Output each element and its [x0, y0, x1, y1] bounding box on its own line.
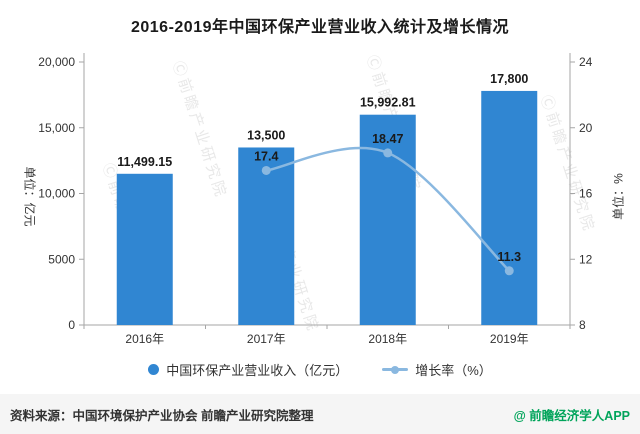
legend-label-growth: 增长率（%） — [415, 363, 492, 378]
growth-value-label: 18.47 — [372, 132, 403, 146]
growth-point-2018年 — [383, 148, 393, 158]
legend-label-revenue: 中国环保产业营业收入（亿元） — [166, 363, 349, 378]
growth-value-label: 17.4 — [254, 149, 278, 163]
right-axis-tick-label: 12 — [579, 252, 593, 266]
source-text: 资料来源：中国环境保护产业协会 前瞻产业研究院整理 — [10, 408, 314, 423]
right-axis-tick-label: 16 — [579, 187, 593, 201]
left-axis-tick-label: 10,000 — [38, 187, 75, 201]
left-axis-tick-label: 20,000 — [38, 55, 75, 69]
right-axis-tick-label: 20 — [579, 121, 593, 135]
bar-value-label: 15,992.81 — [360, 96, 416, 110]
growth-point-2019年 — [504, 266, 514, 276]
bar-2019年 — [481, 90, 538, 326]
growth-value-label: 11.3 — [497, 250, 521, 264]
bar-2017年 — [238, 147, 295, 325]
right-axis-tick-label: 24 — [579, 55, 593, 69]
bar-value-label: 13,500 — [247, 128, 285, 142]
legend-marker-circle-icon — [148, 364, 160, 375]
chart-title: 2016-2019年中国环保产业营业收入统计及增长情况 — [130, 19, 510, 36]
legend-marker-line-dot-icon — [382, 365, 409, 374]
chart-plot-area: 0 5000 10,000 15,000 20,000 8 12 16 20 24 2016年 201… — [38, 53, 593, 346]
right-axis-tick-label: 8 — [579, 318, 586, 332]
bar-2018年 — [359, 114, 416, 325]
x-axis-tick-label: 2018年 — [368, 332, 407, 346]
bar-2016年 — [116, 173, 173, 325]
x-axis-tick-label: 2017年 — [247, 332, 286, 346]
legend-item-growth: 增长率（%） — [382, 360, 492, 379]
x-axis-tick-label: 2016年 — [125, 332, 164, 346]
footer: 资料来源：中国环境保护产业协会 前瞻产业研究院整理 @ 前瞻经济学人APP — [0, 394, 640, 434]
bar-value-label: 17,800 — [490, 72, 528, 86]
bar-value-label: 11,499.15 — [117, 155, 172, 169]
x-axis-tick-label: 2019年 — [490, 332, 529, 346]
growth-point-2017年 — [261, 165, 271, 175]
chart-legend: 中国环保产业营业收入（亿元） 增长率（%） — [0, 360, 640, 379]
left-axis-tick-label: 5000 — [48, 252, 75, 266]
left-axis-tick-label: 0 — [68, 318, 75, 332]
left-axis-tick-label: 15,000 — [38, 121, 75, 135]
legend-item-revenue: 中国环保产业营业收入（亿元） — [148, 360, 348, 379]
credit-text: @ 前瞻经济学人APP — [513, 408, 630, 423]
